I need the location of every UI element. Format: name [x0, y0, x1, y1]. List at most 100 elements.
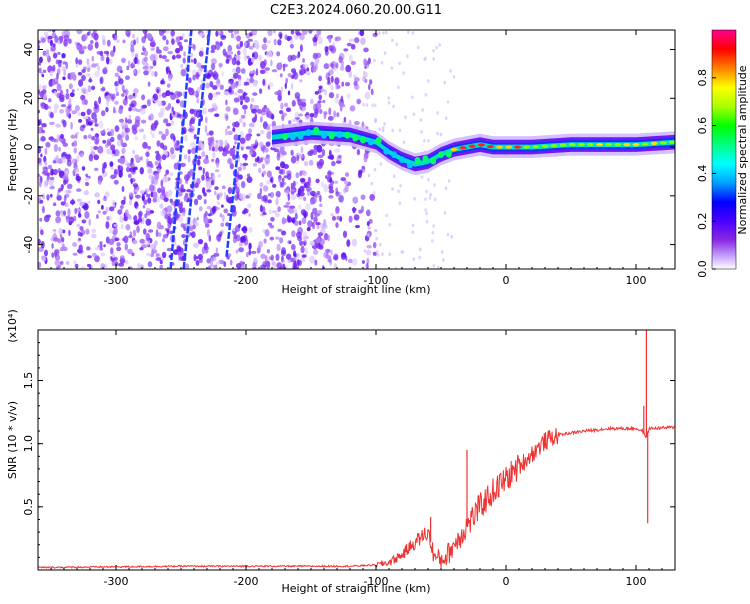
- noise-speck-faint: [399, 184, 402, 188]
- noise-speck: [170, 172, 174, 177]
- noise-speck: [102, 128, 106, 135]
- noise-speck-faint: [424, 208, 427, 212]
- noise-speck: [87, 263, 92, 268]
- noise-speck: [71, 110, 77, 115]
- noise-speck: [344, 180, 349, 185]
- noise-speck: [115, 91, 120, 97]
- noise-speck: [202, 107, 207, 115]
- noise-speck: [172, 110, 176, 116]
- noise-speck: [222, 151, 228, 157]
- noise-speck: [323, 233, 329, 241]
- noise-speck: [228, 88, 231, 93]
- noise-speck: [329, 155, 335, 161]
- noise-speck: [127, 60, 131, 68]
- noise-speck: [102, 198, 107, 202]
- noise-speck-faint: [363, 249, 367, 253]
- noise-speck: [263, 238, 267, 244]
- noise-speck: [102, 210, 107, 215]
- noise-speck: [214, 144, 219, 152]
- noise-speck: [86, 58, 90, 66]
- noise-speck: [338, 56, 343, 64]
- noise-speck: [190, 59, 194, 63]
- noise-speck: [335, 36, 342, 41]
- noise-speck-faint: [442, 258, 445, 262]
- ridge-peak: [587, 143, 594, 147]
- noise-speck: [82, 116, 89, 120]
- noise-speck: [84, 33, 88, 40]
- noise-speck: [196, 62, 202, 68]
- noise-speck: [114, 237, 120, 242]
- noise-speck-faint: [424, 197, 427, 201]
- noise-speck: [211, 146, 215, 152]
- noise-speck: [145, 232, 150, 241]
- noise-speck: [207, 137, 213, 143]
- noise-speck: [256, 133, 261, 137]
- noise-speck: [279, 73, 283, 78]
- noise-speck-faint: [437, 265, 440, 269]
- noise-speck: [46, 194, 50, 201]
- noise-speck: [66, 183, 73, 190]
- noise-speck: [369, 79, 373, 85]
- noise-speck: [151, 70, 155, 77]
- noise-speck: [152, 93, 158, 101]
- noise-speck: [315, 57, 320, 64]
- noise-speck: [40, 71, 44, 76]
- noise-speck: [43, 180, 49, 188]
- noise-speck: [290, 182, 294, 190]
- noise-speck: [360, 37, 366, 45]
- noise-speck-faint: [383, 122, 387, 126]
- ridge-blob: [438, 151, 444, 159]
- noise-speck: [130, 63, 136, 69]
- noise-speck: [248, 128, 252, 135]
- noise-speck: [210, 63, 216, 71]
- noise-speck: [204, 223, 210, 228]
- noise-speck: [223, 52, 228, 57]
- noise-speck: [293, 208, 298, 215]
- noise-speck: [235, 66, 241, 74]
- noise-speck: [277, 206, 281, 213]
- noise-speck: [351, 238, 357, 247]
- noise-speck: [84, 177, 90, 182]
- noise-speck-faint: [432, 264, 436, 268]
- noise-speck: [233, 97, 240, 103]
- ridge-peak: [550, 144, 558, 148]
- noise-speck-faint: [413, 197, 416, 201]
- noise-speck: [155, 229, 159, 238]
- noise-speck: [196, 159, 201, 166]
- noise-speck: [76, 223, 81, 228]
- noise-speck: [156, 89, 160, 94]
- noise-speck: [225, 99, 228, 106]
- noise-speck: [41, 85, 47, 90]
- noise-speck: [180, 162, 186, 167]
- noise-speck: [38, 56, 43, 63]
- noise-speck: [38, 126, 43, 134]
- noise-speck: [196, 155, 202, 160]
- noise-speck: [74, 263, 79, 268]
- noise-speck: [202, 167, 205, 175]
- noise-speck: [335, 83, 339, 90]
- noise-speck: [301, 30, 308, 36]
- noise-speck: [154, 161, 159, 166]
- noise-speck: [289, 205, 296, 209]
- noise-speck: [242, 225, 248, 234]
- noise-speck: [150, 47, 156, 51]
- noise-speck: [165, 106, 171, 111]
- noise-speck: [255, 68, 259, 76]
- noise-speck: [316, 225, 320, 230]
- noise-speck: [300, 98, 307, 103]
- noise-speck: [216, 193, 220, 201]
- noise-speck: [133, 215, 138, 222]
- noise-speck: [215, 91, 221, 95]
- noise-speck: [268, 82, 274, 88]
- noise-speck: [43, 215, 50, 223]
- noise-speck: [262, 170, 267, 175]
- noise-speck: [38, 84, 42, 91]
- noise-speck: [103, 244, 106, 248]
- noise-speck: [290, 82, 294, 90]
- noise-speck-faint: [390, 66, 394, 70]
- noise-speck: [167, 51, 173, 55]
- noise-speck: [242, 47, 247, 56]
- noise-speck: [96, 214, 99, 219]
- noise-speck: [76, 155, 80, 162]
- noise-speck: [73, 259, 77, 265]
